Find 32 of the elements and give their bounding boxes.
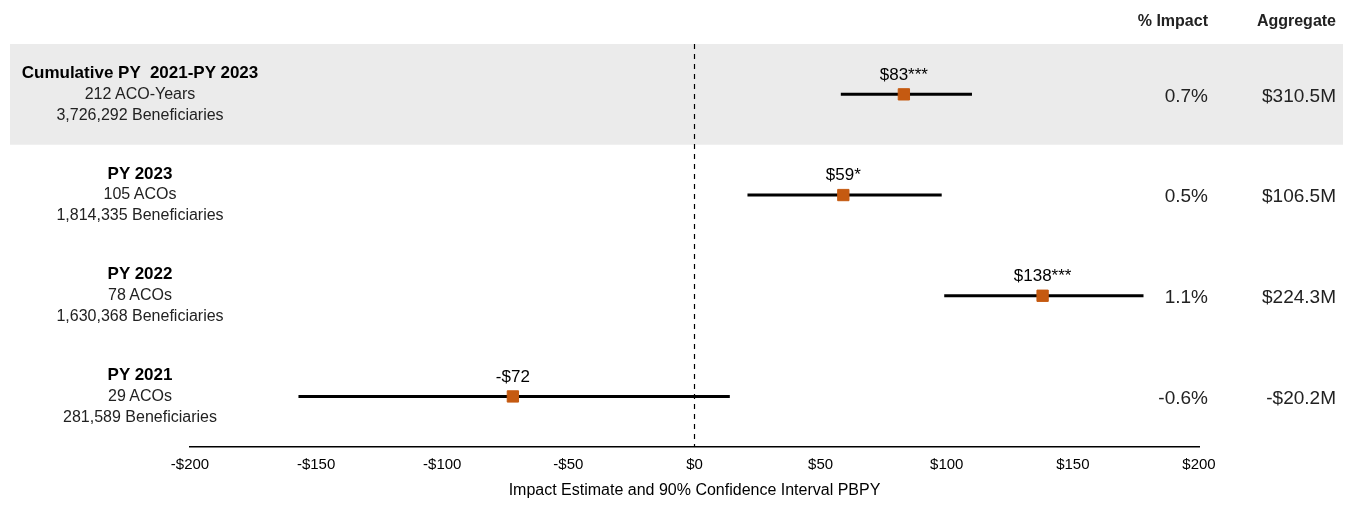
annotation: -0.6% (1158, 386, 1209, 408)
y-tick-label: PY 2021 29 ACOs 281,589 Beneficiaries (63, 365, 217, 425)
annotation: 0.7% (1164, 84, 1209, 106)
y-tick-label: Cumulative PY 2021-PY 2023 212 ACO-Years 3,726,292 Beneficiaries (21, 63, 259, 123)
point (1036, 289, 1049, 302)
x-tick-label: -$200 (170, 454, 210, 472)
annotation: 1.1% (1164, 285, 1209, 307)
x-tick-label: -$100 (423, 454, 462, 472)
x-tick-label: $0 (686, 454, 703, 472)
data-label: -$72 (495, 366, 530, 386)
point (837, 188, 850, 202)
x-tick-label: $200 (1182, 454, 1216, 472)
text: $106.5M (1262, 185, 1336, 207)
x-tick-label: $50 (808, 454, 834, 472)
y-tick-label: PY 2023 105 ACOs 1,814,335 Beneficiaries (56, 163, 224, 224)
text: $224.3M (1262, 285, 1336, 307)
x-axis-title: Impact Estimate and 90% Confidence Interval PBPY (508, 480, 881, 498)
text: Aggregate (1256, 12, 1337, 30)
x-tick-label: $150 (1056, 454, 1090, 472)
point (897, 88, 911, 101)
data-label: $138*** (1013, 265, 1072, 285)
x-tick-label: $100 (930, 454, 964, 472)
data-label: $59* (825, 165, 862, 185)
text: % Impact (1137, 12, 1209, 30)
x-tick-label: -$50 (553, 454, 584, 472)
x-tick-label: -$150 (296, 454, 336, 472)
annotation: 0.5% (1164, 185, 1209, 207)
text: -$20.2M (1266, 386, 1336, 408)
data-label: $83*** (879, 64, 929, 84)
y-tick-label: PY 2022 78 ACOs 1,630,368 Beneficiaries (56, 264, 224, 325)
text: $310.5M (1262, 84, 1336, 106)
point (506, 390, 520, 403)
